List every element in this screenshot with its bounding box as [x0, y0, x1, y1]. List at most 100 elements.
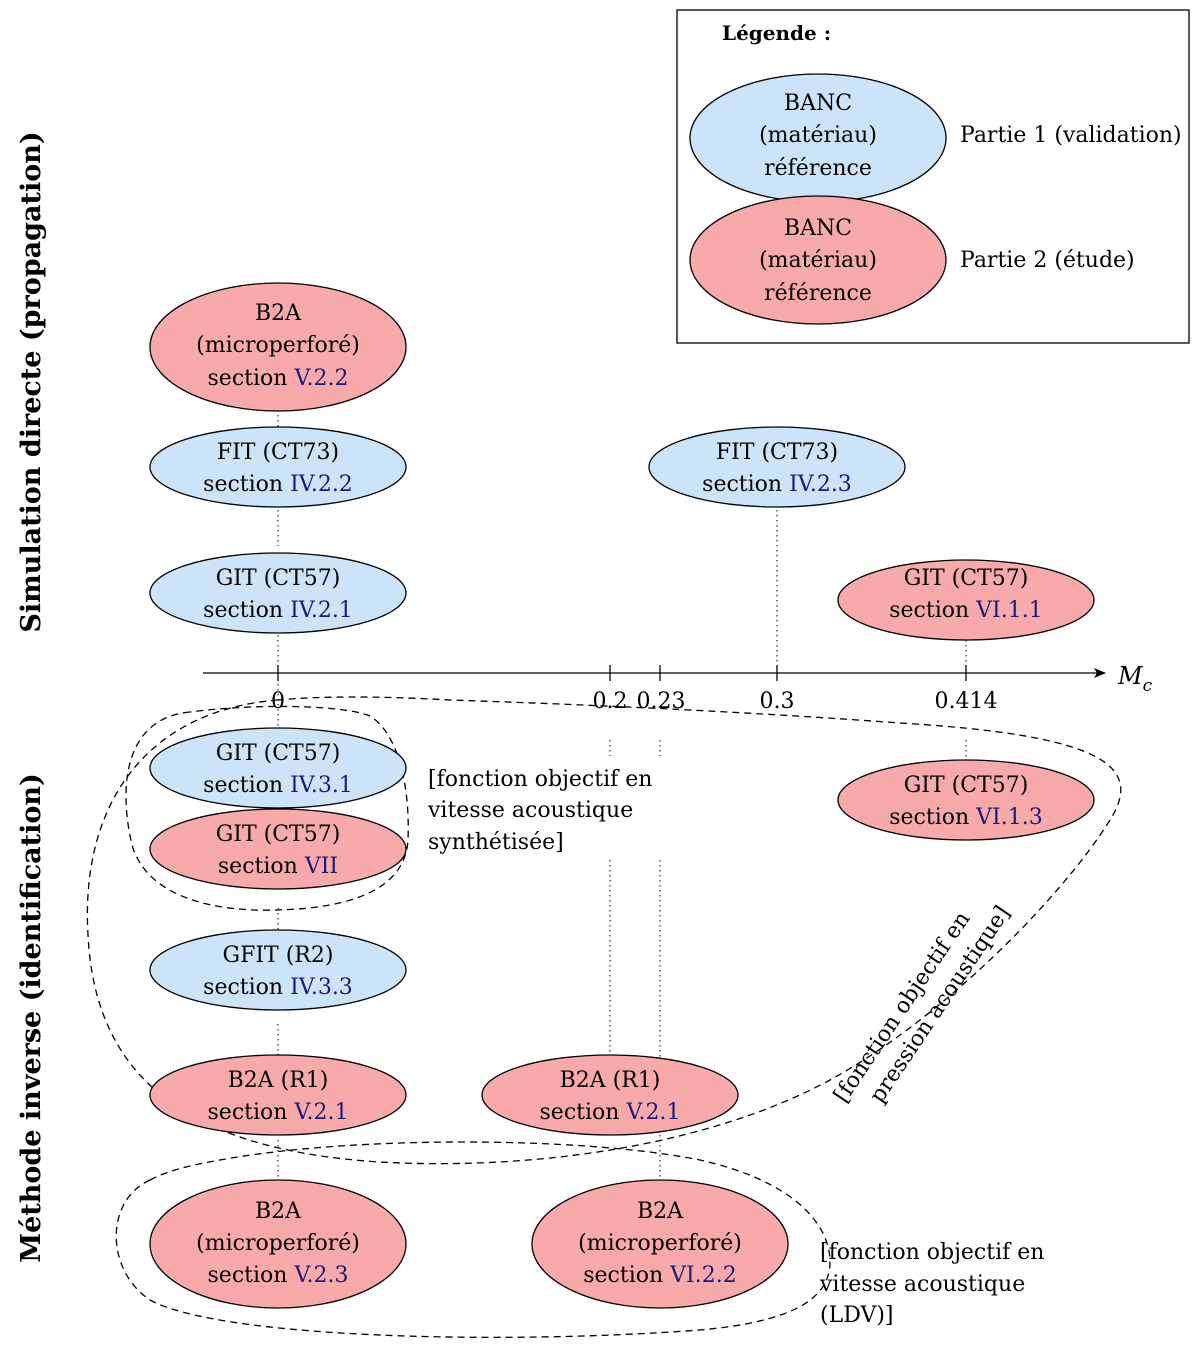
node-section: section V.2.3 — [208, 1263, 349, 1288]
section-link[interactable]: V.2.3 — [293, 1263, 348, 1288]
node-title: B2A (R1) — [228, 1068, 329, 1093]
legend-swatch-line: BANC — [784, 216, 852, 241]
node-git-vii: GIT (CT57) section VII — [149, 808, 407, 890]
section-link[interactable]: VI.2.2 — [669, 1263, 737, 1288]
note-synthetic-velocity: [fonction objectif en vitesse acoustique… — [427, 767, 652, 855]
section-link[interactable]: IV.3.3 — [290, 975, 353, 1000]
node-section: section VI.1.1 — [889, 598, 1042, 623]
node-section: section IV.2.1 — [203, 598, 353, 623]
group-outline-pressure — [86, 696, 1122, 1165]
node-subtitle: (microperforé) — [196, 333, 360, 358]
legend-swatch-line: BANC — [784, 91, 852, 116]
node-title: GIT (CT57) — [216, 566, 341, 591]
section-link[interactable]: IV.2.1 — [290, 598, 353, 623]
axis-tick-label: 0.414 — [935, 689, 998, 714]
note-ldv-velocity: [fonction objectif en vitesse acoustique… — [819, 1240, 1044, 1328]
node-ellipse — [837, 759, 1095, 841]
legend-item-label: Partie 2 (étude) — [960, 248, 1135, 273]
legend-item-label: Partie 1 (validation) — [960, 123, 1182, 148]
legend-item-part1: BANC (matériau) référence Partie 1 (vali… — [689, 73, 1182, 203]
axis-tick-label: 0 — [271, 689, 285, 714]
node-title: B2A (R1) — [560, 1068, 661, 1093]
note-line: vitesse acoustique — [819, 1272, 1025, 1297]
legend-swatch-line: (matériau) — [759, 123, 877, 148]
section-link[interactable]: V.2.1 — [293, 1100, 348, 1125]
node-b2a-r1-right: B2A (R1) section V.2.1 — [481, 1054, 739, 1136]
mach-axis: 0 0.2 0.23 0.3 0.414 Mc — [203, 662, 1153, 714]
node-b2a-r1-left: B2A (R1) section V.2.1 — [149, 1054, 407, 1136]
node-title: GIT (CT57) — [904, 566, 1029, 591]
node-title: B2A — [255, 301, 302, 326]
section-link[interactable]: V.2.2 — [293, 366, 348, 391]
legend-item-part2: BANC (matériau) référence Partie 2 (étud… — [689, 195, 1135, 325]
node-ellipse — [531, 1179, 789, 1309]
node-git-vi13: GIT (CT57) section VI.1.3 — [837, 759, 1095, 841]
axis-tick-label: 0.3 — [760, 689, 795, 714]
group-outline-synthetic — [125, 705, 409, 911]
section-link[interactable]: V.2.1 — [625, 1100, 680, 1125]
legend: Légende : BANC (matériau) référence Part… — [676, 9, 1190, 344]
node-subtitle: (microperforé) — [196, 1231, 360, 1256]
legend-swatch-line: (matériau) — [759, 248, 877, 273]
node-section: section IV.3.3 — [203, 975, 353, 1000]
node-section: section V.2.1 — [540, 1100, 681, 1125]
side-label-inverse: Méthode inverse (identification) — [16, 773, 47, 1263]
legend-title: Légende : — [722, 21, 831, 45]
node-section: section VII — [218, 854, 338, 879]
node-title: FIT (CT73) — [217, 440, 339, 465]
node-title: FIT (CT73) — [716, 440, 838, 465]
node-ellipse — [149, 1179, 407, 1309]
legend-swatch — [689, 195, 947, 325]
node-ellipse — [149, 727, 407, 809]
axis-tick-label: 0.23 — [637, 689, 686, 714]
guide-lines — [277, 410, 967, 1186]
section-link[interactable]: VI.1.1 — [975, 598, 1043, 623]
node-section: section V.2.2 — [208, 366, 349, 391]
note-pressure: [fonction objectif en pression acoustiqu… — [829, 902, 1015, 1108]
note-line: (LDV)] — [820, 1303, 894, 1328]
legend-swatch-line: référence — [764, 281, 872, 306]
node-b2a-microperfore-v23: B2A (microperforé) section V.2.3 — [149, 1179, 407, 1309]
node-git-iv31: GIT (CT57) section IV.3.1 — [149, 727, 407, 809]
node-section: section VI.2.2 — [583, 1263, 736, 1288]
node-ellipse — [149, 808, 407, 890]
note-line: [fonction objectif en — [820, 1240, 1044, 1265]
section-link[interactable]: VII — [304, 854, 338, 879]
node-git-vi11: GIT (CT57) section VI.1.1 — [837, 559, 1095, 641]
node-ellipse — [149, 282, 407, 412]
group-outline-ldv — [115, 1141, 831, 1338]
node-b2a-microperfore-v22: B2A (microperforé) section V.2.2 — [149, 282, 407, 412]
node-ellipse — [149, 1054, 407, 1136]
node-title: GIT (CT57) — [216, 822, 341, 847]
note-line: synthétisée] — [428, 830, 564, 855]
node-section: section IV.3.1 — [203, 773, 353, 798]
node-title: B2A — [637, 1199, 684, 1224]
node-fit-iv23: FIT (CT73) section IV.2.3 — [648, 426, 906, 508]
node-ellipse — [648, 426, 906, 508]
node-ellipse — [149, 426, 407, 508]
section-link[interactable]: IV.2.2 — [290, 472, 353, 497]
node-b2a-microperfore-vi22: B2A (microperforé) section VI.2.2 — [531, 1179, 789, 1309]
node-section: section VI.1.3 — [889, 805, 1042, 830]
note-line: vitesse acoustique — [427, 798, 633, 823]
section-link[interactable]: IV.2.3 — [789, 472, 852, 497]
node-subtitle: (microperforé) — [578, 1231, 742, 1256]
node-ellipse — [481, 1054, 739, 1136]
node-ellipse — [149, 552, 407, 634]
legend-swatch-line: référence — [764, 156, 872, 181]
section-link[interactable]: VI.1.3 — [975, 805, 1043, 830]
node-ellipse — [837, 559, 1095, 641]
side-label-simulation: Simulation directe (propagation) — [16, 131, 47, 632]
node-fit-iv22: FIT (CT73) section IV.2.2 — [149, 426, 407, 508]
node-section: section V.2.1 — [208, 1100, 349, 1125]
section-link[interactable]: IV.3.1 — [290, 773, 353, 798]
axis-tick-label: 0.2 — [593, 689, 628, 714]
node-section: section IV.2.2 — [203, 472, 353, 497]
node-title: GIT (CT57) — [904, 773, 1029, 798]
node-section: section IV.2.3 — [702, 472, 852, 497]
node-gfit-iv33: GFIT (R2) section IV.3.3 — [149, 929, 407, 1011]
axis-label: Mc — [1117, 662, 1153, 696]
note-line: [fonction objectif en — [428, 767, 652, 792]
